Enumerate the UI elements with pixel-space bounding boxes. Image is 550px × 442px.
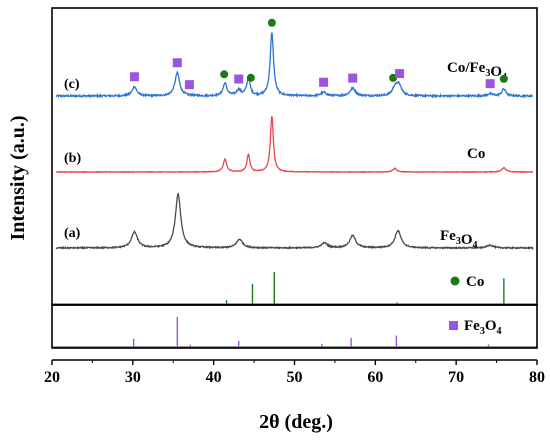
fe3o4-legend-label: Fe3O4: [464, 318, 502, 337]
co-peak-marker: [499, 74, 508, 83]
sample-label-part: 3: [485, 68, 490, 79]
fe3o4-peak-marker: [319, 77, 329, 87]
sample-label: Fe3O4: [440, 228, 478, 251]
x-axis-title: 2θ (deg.): [259, 411, 333, 433]
co-peak-marker: [220, 70, 229, 79]
fe3o4-peak-marker: [234, 74, 244, 84]
co-legend-label: Co: [466, 274, 484, 290]
sample-label-part: 3: [456, 236, 461, 247]
x-tick-label: 40: [206, 369, 222, 386]
x-tick-label: 80: [529, 369, 545, 386]
fe3o4-peak-marker: [184, 80, 194, 90]
series-line-co-fe3o4: [55, 32, 534, 99]
x-tick-label: 30: [125, 369, 141, 386]
x-axis: 20 30 40 50 60 70 80: [44, 359, 545, 386]
fe3o4-legend-label-part: 4: [497, 326, 502, 337]
fe3o4-peak-marker: [172, 58, 182, 68]
sample-label-part: Co/Fe: [447, 60, 486, 76]
x-tick-label: 50: [287, 369, 303, 386]
sample-label-part: O: [490, 64, 502, 80]
x-tick-label: 60: [367, 369, 383, 386]
co-peak-marker: [246, 73, 255, 82]
co-peak-marker: [267, 18, 276, 27]
reference-panel: Fe3O4: [51, 304, 538, 349]
sample-label-part: O: [461, 232, 473, 248]
fe3o4-legend-marker: [449, 321, 458, 330]
curve-label: (c): [64, 77, 80, 92]
fe3o4-peak-marker: [395, 69, 405, 79]
x-tick-label: 20: [44, 369, 60, 386]
main-frame: [51, 7, 538, 306]
y-axis-title: Intensity (a.u.): [7, 115, 29, 240]
curve-label: (b): [64, 151, 81, 166]
fe3o4-peak-marker: [485, 79, 495, 89]
fe3o4-legend-label-part: Fe: [464, 318, 480, 334]
fe3o4-peak-marker: [129, 72, 139, 82]
fe3o4-legend-label-part: 3: [480, 326, 485, 337]
sample-label-part: 4: [473, 240, 478, 251]
sample-label: Co/Fe3O4: [447, 60, 507, 83]
reference-frame: [51, 304, 538, 349]
sample-label-part: Fe: [440, 228, 456, 244]
fe3o4-legend-label-part: O: [485, 318, 497, 334]
curve-label: (a): [64, 226, 81, 241]
fe3o4-peak-marker: [348, 73, 358, 83]
series-line-fe3o4: [55, 192, 534, 251]
x-tick-label: 70: [448, 369, 464, 386]
sample-label-part: Co: [467, 146, 485, 162]
series-line-co: [56, 116, 534, 174]
co-legend-marker: [450, 276, 460, 286]
sample-label: Co: [467, 146, 485, 162]
